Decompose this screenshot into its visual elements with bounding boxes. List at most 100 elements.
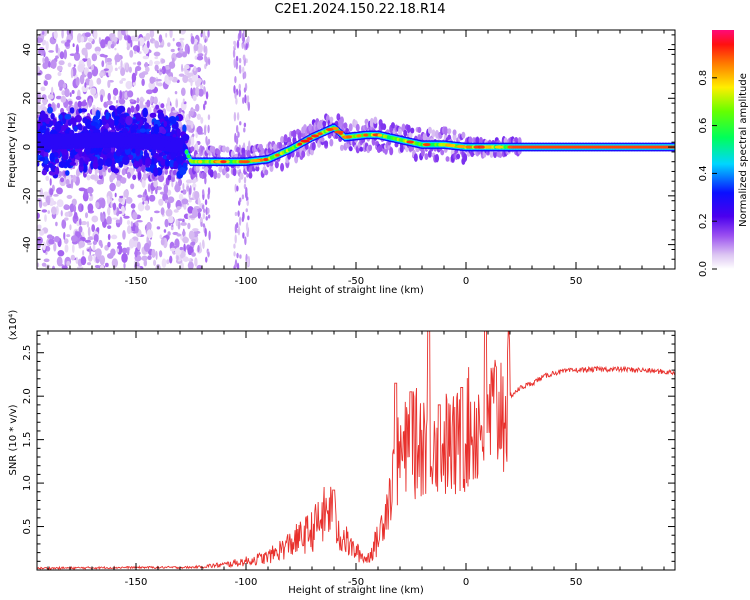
noise-column-blob [236,262,240,269]
noise-blob [87,226,91,237]
noise-blob [59,86,63,91]
ridge-hotspot [198,160,203,164]
noise-blob [151,248,156,258]
noise-blob [176,233,182,237]
noise-blob [37,224,42,230]
noise-blob [176,254,179,262]
noise-blob [193,44,199,52]
ridge-hotspot [494,145,504,149]
noise-column-blob [201,189,205,196]
noise-column-blob [236,39,240,49]
noise-blob [136,262,139,266]
noise-blob [143,242,150,253]
halo-blob [355,123,360,132]
noise-blob [44,214,47,223]
noise-column-blob [207,58,211,66]
noise-blob [112,87,119,96]
noise-blob [179,246,184,251]
halo-blob [172,169,177,176]
noise-blob [177,218,184,222]
colorbar-tick-label: 0.6 [698,118,709,134]
noise-blob [49,178,52,186]
noise-blob [192,133,195,137]
band-blob [139,128,146,133]
noise-column-blob [207,214,211,219]
noise-column-blob [201,204,205,210]
noise-blob [48,238,55,245]
noise-column-blob [207,124,210,134]
noise-column-blob [246,95,250,102]
noise-column-blob [242,36,245,44]
noise-blob [116,248,120,253]
band-blob [163,120,168,128]
noise-blob [146,229,154,239]
halo-blob [75,168,80,177]
halo-blob [202,171,207,179]
noise-blob [87,203,94,213]
noise-blob [182,236,189,244]
noise-column-blob [243,127,246,133]
noise-blob [37,212,40,219]
noise-column-blob [234,75,237,84]
halo-blob [406,124,411,134]
noise-blob [110,43,115,49]
noise-blob [93,30,98,40]
noise-blob [115,219,120,224]
noise-column-blob [235,60,239,70]
noise-blob [106,216,112,225]
halo-blob [461,131,466,139]
noise-blob [190,78,193,87]
halo-blob [339,116,344,125]
noise-blob [91,53,98,62]
halo-blob [493,150,498,159]
noise-blob [67,62,72,68]
noise-blob [190,121,194,129]
noise-blob [53,30,58,40]
halo-blob [139,100,144,109]
band-blob [122,155,130,166]
noise-blob [71,235,78,243]
noise-blob [142,55,149,60]
noise-blob [166,259,170,265]
x-tick-label: 50 [570,577,583,588]
noise-column-blob [208,230,211,241]
halo-blob [398,128,402,136]
noise-blob [169,255,173,264]
halo-blob [218,165,223,173]
band-blob [90,121,98,126]
noise-blob [41,31,45,35]
y-tick-label: 20 [22,92,33,105]
noise-blob [86,221,90,228]
noise-blob [176,206,182,210]
ridge-hotspot [356,134,362,138]
noise-blob [43,80,48,87]
noise-column-blob [233,111,237,122]
noise-blob [171,245,179,249]
ridge-hotspot [250,159,261,163]
noise-blob [114,67,118,71]
noise-blob [155,250,158,260]
noise-blob [87,71,93,80]
y-tick-label: 1.5 [22,432,33,448]
noise-blob [185,179,193,184]
noise-blob [137,202,145,212]
noise-blob [192,183,197,189]
noise-blob [134,225,139,234]
noise-column-blob [205,256,208,263]
noise-blob [186,185,190,192]
noise-blob [81,204,84,211]
halo-blob [225,173,230,179]
noise-blob [95,51,100,56]
noise-blob [73,64,76,68]
band-blob [40,125,47,131]
noise-blob [114,54,121,63]
noise-blob [100,94,104,103]
noise-blob [92,244,96,251]
noise-blob [178,107,183,114]
noise-blob [179,30,187,35]
band-blob [144,122,150,129]
halo-blob [178,120,182,128]
halo-blob [74,101,79,110]
noise-blob [118,98,126,105]
noise-column-blob [205,206,208,216]
